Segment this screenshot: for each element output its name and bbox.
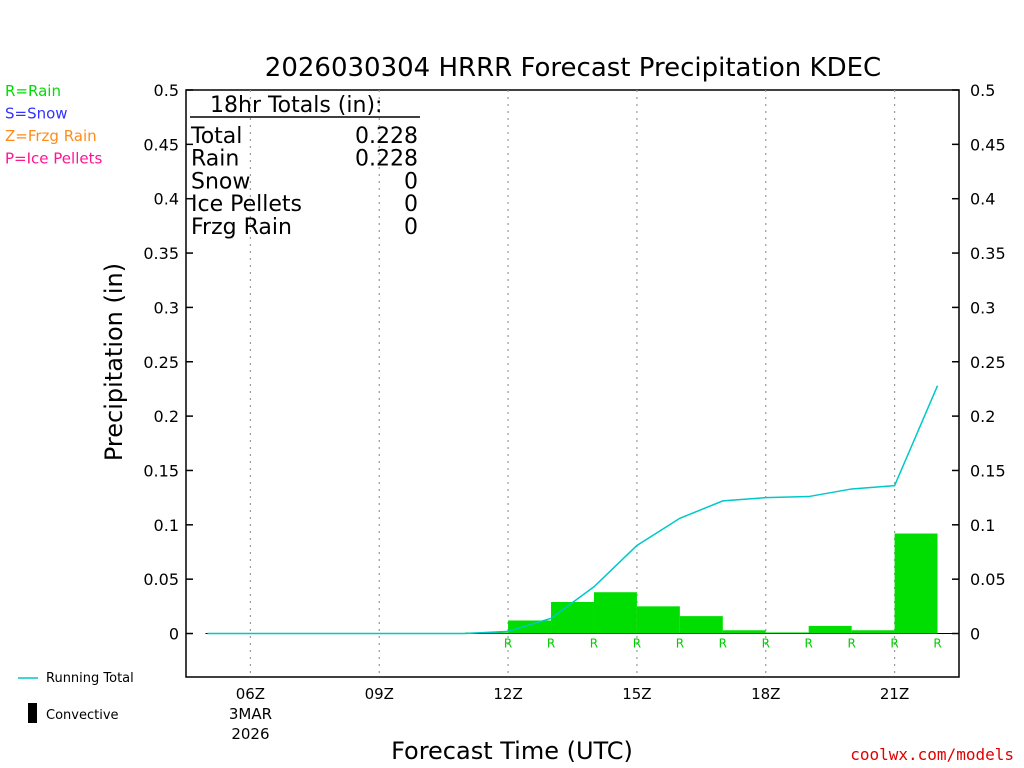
x-tick-label: 18Z [751, 685, 780, 703]
credit-text: coolwx.com/models [850, 745, 1014, 764]
precip-type-marker: R [547, 637, 555, 651]
totals-row-label: Total [190, 124, 242, 149]
running-total-key-label: Running Total [46, 671, 134, 686]
precip-type-marker: R [890, 637, 898, 651]
precip-type-marker: R [719, 637, 727, 651]
x-tick-label: 06Z [236, 685, 265, 703]
precip-bar [894, 533, 938, 634]
precip-type-marker: R [933, 637, 941, 651]
y-tick-label: 0.5 [970, 81, 995, 100]
precip-type-marker: R [504, 637, 512, 651]
precip-type-key: Z=Frzg Rain [5, 127, 97, 145]
precip-type-marker: R [676, 637, 684, 651]
y-tick-label: 0.1 [970, 516, 995, 535]
totals-row-label: Frzg Rain [191, 215, 292, 240]
x-tick-label: 21Z [880, 685, 909, 703]
y-tick-label: 0.15 [143, 461, 179, 480]
y-tick-label: 0.3 [154, 298, 179, 317]
totals-row-label: Rain [191, 147, 239, 172]
x-tick-label: 09Z [365, 685, 394, 703]
y-tick-label: 0.1 [154, 516, 179, 535]
x-tick-label: 15Z [622, 685, 651, 703]
totals-row-value: 0.228 [355, 124, 418, 149]
y-tick-label: 0.3 [970, 298, 995, 317]
totals-row-value: 0 [404, 169, 418, 194]
precip-bar [636, 606, 680, 634]
chart-title: 2026030304 HRRR Forecast Precipitation K… [265, 53, 881, 83]
totals-row-value: 0 [404, 192, 418, 217]
y-tick-label: 0 [169, 625, 179, 644]
precip-bar [508, 620, 552, 634]
y-tick-label: 0.5 [154, 81, 179, 100]
x-tick-label: 12Z [493, 685, 522, 703]
plot-frame [185, 89, 960, 678]
y-tick-label: 0 [970, 625, 980, 644]
x-tick-date: 3MAR [229, 705, 272, 723]
y-tick-label: 0.25 [970, 353, 1006, 372]
y-tick-label: 0.15 [970, 461, 1006, 480]
precip-bar [551, 601, 594, 634]
precip-bar [593, 592, 637, 634]
y-tick-label: 0.05 [143, 570, 179, 589]
x-gridlines [249, 90, 896, 677]
precip-type-key: P=Ice Pellets [5, 150, 102, 168]
precip-type-marker: R [590, 637, 598, 651]
precip-bar [765, 632, 809, 634]
precip-type-marker: R [762, 637, 770, 651]
y-tick-label: 0.4 [970, 190, 995, 209]
convective-key-label: Convective [46, 708, 119, 723]
precip-bar [722, 630, 766, 634]
hourly-precip-bars [465, 533, 938, 634]
precip-type-marker: R [847, 637, 855, 651]
precip-bar [808, 625, 852, 634]
totals-box: 18hr Totals (in): Total 0.228 Rain 0.228 Sno… [190, 93, 420, 240]
y-axis-right: 0.5 0.45 0.4 0.35 0.3 0.25 0.2 0.15 0.1 0.05 0 [952, 81, 1006, 644]
y-tick-label: 0.35 [970, 244, 1006, 263]
y-tick-label: 0.45 [970, 135, 1006, 154]
x-axis-label: Forecast Time (UTC) [391, 737, 633, 765]
y-tick-label: 0.4 [154, 190, 179, 209]
totals-row-value: 0.228 [355, 147, 418, 172]
totals-row-label: Snow [191, 169, 250, 194]
running-total-line [207, 385, 939, 635]
precip-bar [679, 616, 723, 634]
totals-row-value: 0 [404, 215, 418, 240]
y-tick-label: 0.2 [970, 407, 995, 426]
x-tick-year: 2026 [231, 725, 269, 743]
precip-type-marker: R [633, 637, 641, 651]
precip-bar [851, 630, 895, 634]
precip-type-key: S=Snow [5, 105, 68, 123]
y-tick-label: 0.25 [143, 353, 179, 372]
x-axis: 06Z 3MAR 2026 09Z 12Z 15Z 18Z 21Z [229, 685, 909, 743]
y-tick-label: 0.35 [143, 244, 179, 263]
precip-type-key: R=Rain [5, 82, 61, 100]
y-tick-label: 0.45 [143, 135, 179, 154]
y-axis-left: 0.5 0.45 0.4 0.35 0.3 0.25 0.2 0.15 0.1 0.05 0 [143, 81, 193, 644]
convective-key [28, 703, 37, 723]
y-tick-label: 0.2 [154, 407, 179, 426]
y-axis-label: Precipitation (in) [100, 263, 128, 461]
precip-type-marker: R [805, 637, 813, 651]
totals-row-label: Ice Pellets [191, 192, 302, 217]
precip-type-legend: R=Rain S=Snow Z=Frzg Rain P=Ice Pellets [5, 82, 102, 168]
totals-heading: 18hr Totals (in): [210, 93, 382, 118]
y-tick-label: 0.05 [970, 570, 1006, 589]
bottom-legend: Running Total Convective [18, 671, 134, 723]
